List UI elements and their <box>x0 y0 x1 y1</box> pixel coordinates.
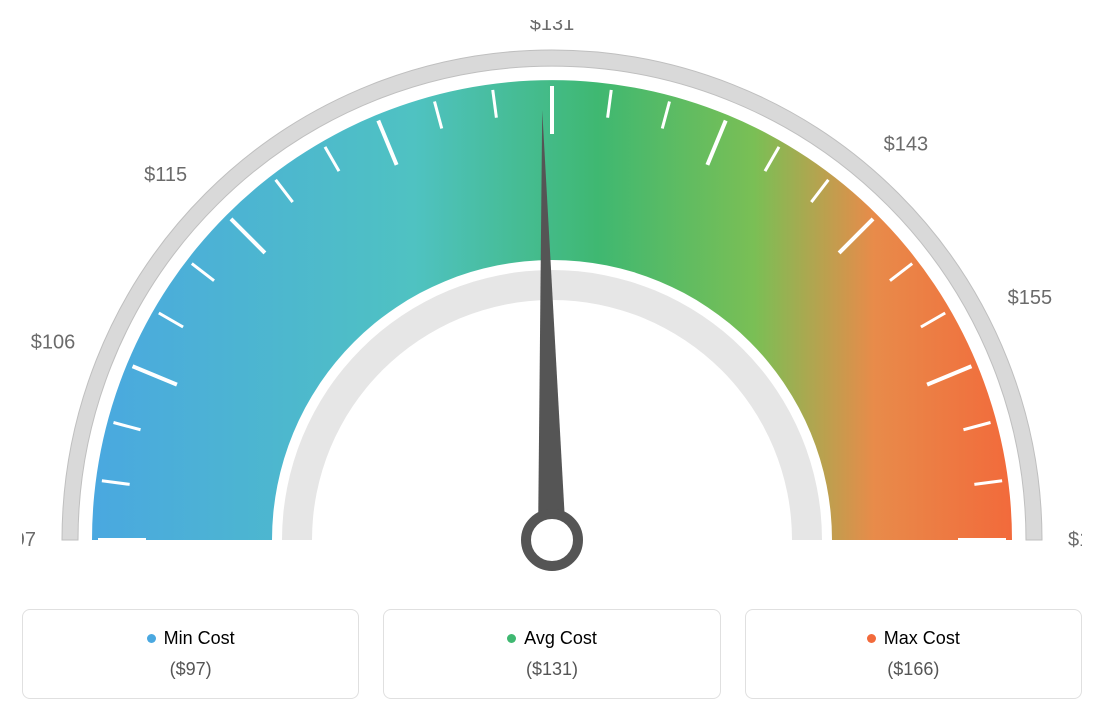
cost-gauge: $97 $106 $115 $131 $143 $155 $166 <box>22 20 1082 585</box>
legend-label-max: Max Cost <box>867 628 960 649</box>
legend-dot-max <box>867 634 876 643</box>
legend-text-avg: Avg Cost <box>524 628 597 649</box>
gauge-tick-label: $106 <box>31 332 76 354</box>
gauge-tick-label: $155 <box>1008 287 1053 309</box>
legend-text-max: Max Cost <box>884 628 960 649</box>
legend-label-avg: Avg Cost <box>507 628 597 649</box>
legend-dot-avg <box>507 634 516 643</box>
legend-card-max: Max Cost ($166) <box>745 609 1082 699</box>
legend-dot-min <box>147 634 156 643</box>
legend-value-min: ($97) <box>35 659 346 680</box>
legend-value-avg: ($131) <box>396 659 707 680</box>
legend-card-avg: Avg Cost ($131) <box>383 609 720 699</box>
gauge-tick-label: $97 <box>22 529 36 551</box>
gauge-needle-hub <box>526 514 578 566</box>
legend-value-max: ($166) <box>758 659 1069 680</box>
gauge-tick-label: $115 <box>144 164 187 186</box>
gauge-tick-label: $143 <box>884 134 929 156</box>
gauge-tick-label: $166 <box>1068 529 1082 551</box>
legend-row: Min Cost ($97) Avg Cost ($131) Max Cost … <box>22 609 1082 699</box>
gauge-svg: $97 $106 $115 $131 $143 $155 $166 <box>22 20 1082 580</box>
gauge-tick-label: $131 <box>530 20 575 35</box>
legend-text-min: Min Cost <box>164 628 235 649</box>
legend-card-min: Min Cost ($97) <box>22 609 359 699</box>
legend-label-min: Min Cost <box>147 628 235 649</box>
